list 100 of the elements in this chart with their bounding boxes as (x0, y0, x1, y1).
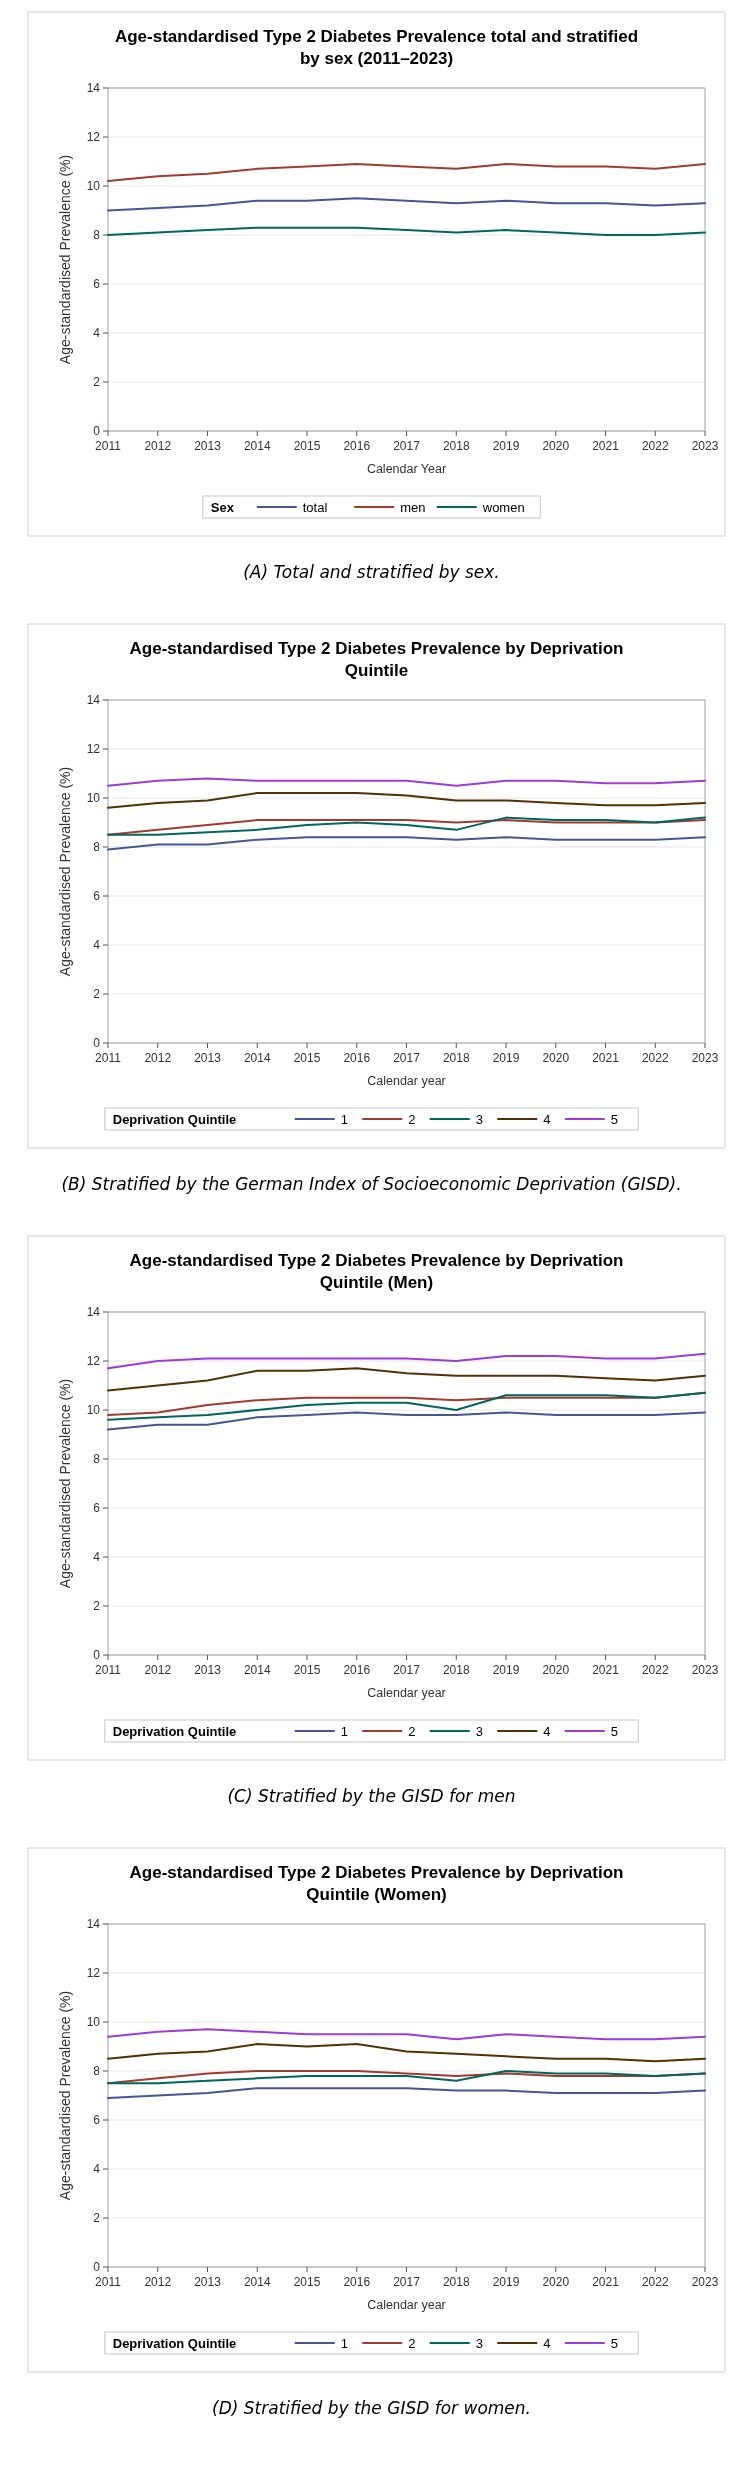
y-tick-label: 4 (93, 326, 101, 341)
y-tick-label: 12 (86, 1966, 101, 1981)
y-tick-label: 14 (86, 81, 101, 96)
x-tick-label: 2023 (691, 2275, 719, 2289)
x-tick-label: 2020 (542, 1051, 570, 1065)
y-tick-label: 8 (93, 228, 101, 243)
x-tick-label: 2015 (293, 1051, 321, 1065)
y-tick-label: 8 (93, 2064, 101, 2079)
y-tick-label: 2 (93, 1599, 101, 1614)
y-tick-label: 12 (86, 130, 101, 145)
x-tick-label: 2014 (243, 1051, 271, 1065)
x-axis-title: Calendar year (367, 1686, 446, 1700)
legend-label: 3 (475, 2335, 483, 2351)
y-tick-label: 0 (93, 2260, 101, 2275)
x-tick-label: 2014 (243, 1663, 271, 1677)
legend-label: 5 (610, 2335, 618, 2351)
y-tick-label: 12 (86, 1354, 101, 1369)
x-tick-label: 2023 (691, 1051, 719, 1065)
y-tick-label: 2 (93, 375, 101, 390)
y-tick-label: 0 (93, 1036, 101, 1051)
x-tick-label: 2016 (343, 1051, 371, 1065)
y-tick-label: 2 (93, 987, 101, 1002)
x-tick-label: 2018 (442, 2275, 470, 2289)
legend-label: 3 (475, 1723, 483, 1739)
x-tick-label: 2013 (194, 1663, 222, 1677)
y-tick-label: 4 (93, 2162, 101, 2177)
y-tick-label: 10 (86, 2015, 101, 2030)
x-tick-label: 2015 (293, 1663, 321, 1677)
line-series (107, 226, 706, 236)
x-tick-label: 2020 (542, 1663, 570, 1677)
line-series (107, 2028, 706, 2041)
x-tick-label: 2023 (691, 439, 719, 453)
x-axis-title: Calendar year (367, 1074, 446, 1088)
chart-title: Age-standardised Type 2 Diabetes Prevalence by Deprivation Quintile (129, 639, 624, 680)
legend-title: Deprivation Quintile (112, 1111, 237, 1127)
x-tick-label: 2019 (492, 439, 520, 453)
x-tick-label: 2023 (691, 1663, 719, 1677)
x-tick-label: 2022 (641, 1663, 669, 1677)
legend-label: total (302, 499, 328, 515)
chart-title: Age-standardised Type 2 Diabetes Prevalence by Deprivation Quintile (Women) (129, 1863, 624, 1904)
x-tick-label: 2012 (144, 2275, 172, 2289)
y-axis-title: Age-standardised Prevalence (%) (57, 1990, 73, 2201)
x-tick-label: 2018 (442, 1051, 470, 1065)
x-tick-label: 2018 (442, 1663, 470, 1677)
x-tick-label: 2011 (95, 439, 122, 453)
chart-title: Age-standardised Type 2 Diabetes Prevalence by Deprivation Quintile (Men) (129, 1251, 624, 1292)
line-series (107, 777, 706, 787)
y-tick-label: 10 (86, 791, 101, 806)
y-tick-label: 14 (86, 1917, 101, 1932)
legend-label: men (400, 499, 426, 515)
x-tick-label: 2015 (293, 439, 321, 453)
x-tick-label: 2011 (95, 2275, 122, 2289)
legend-label: 1 (340, 1111, 348, 1127)
x-tick-label: 2019 (492, 1051, 520, 1065)
x-tick-label: 2011 (95, 1663, 122, 1677)
x-tick-label: 2013 (194, 439, 222, 453)
x-tick-label: 2020 (542, 2275, 570, 2289)
x-tick-label: 2019 (492, 2275, 520, 2289)
line-series (107, 162, 706, 183)
x-axis-title: Calendar Year (366, 462, 447, 476)
y-tick-label: 6 (93, 2113, 101, 2128)
x-tick-label: 2022 (641, 2275, 669, 2289)
x-tick-label: 2012 (144, 1051, 172, 1065)
legend-label: women (481, 499, 525, 515)
legend-label: 2 (408, 1723, 416, 1739)
x-tick-label: 2022 (641, 439, 669, 453)
legend-label: 1 (340, 2335, 348, 2351)
x-tick-label: 2014 (243, 439, 271, 453)
x-tick-label: 2011 (95, 1051, 122, 1065)
x-tick-label: 2021 (592, 1663, 620, 1677)
x-tick-label: 2012 (144, 1663, 172, 1677)
x-tick-label: 2017 (393, 1663, 421, 1677)
legend-label: 1 (340, 1723, 348, 1739)
x-tick-label: 2013 (194, 2275, 222, 2289)
x-tick-label: 2016 (343, 439, 371, 453)
x-tick-label: 2016 (343, 2275, 371, 2289)
x-tick-label: 2020 (542, 439, 570, 453)
x-tick-label: 2017 (393, 2275, 421, 2289)
legend-label: 5 (610, 1111, 618, 1127)
line-series (107, 197, 706, 212)
text: (B) Stratified by the German Index of Socioeconomic Deprivation (GISD). (61, 1174, 682, 1194)
y-tick-label: 8 (93, 840, 101, 855)
x-axis-title: Calendar year (367, 2298, 446, 2312)
legend-label: 4 (543, 1723, 551, 1739)
legend-label: 2 (408, 2335, 416, 2351)
line-series (107, 792, 706, 809)
y-axis-title: Age-standardised Prevalence (%) (57, 154, 73, 365)
y-tick-label: 4 (93, 938, 101, 953)
y-tick-label: 6 (93, 1501, 101, 1516)
line-series (107, 2070, 706, 2085)
legend-label: 4 (543, 1111, 551, 1127)
text: (A) Total and stratified by sex. (243, 562, 500, 582)
x-tick-label: 2021 (592, 439, 620, 453)
legend-label: 2 (408, 1111, 416, 1127)
x-tick-label: 2017 (393, 1051, 421, 1065)
y-tick-label: 6 (93, 277, 101, 292)
legend-label: 5 (610, 1723, 618, 1739)
y-tick-label: 14 (86, 693, 101, 708)
y-tick-label: 2 (93, 2211, 101, 2226)
y-tick-label: 10 (86, 179, 101, 194)
